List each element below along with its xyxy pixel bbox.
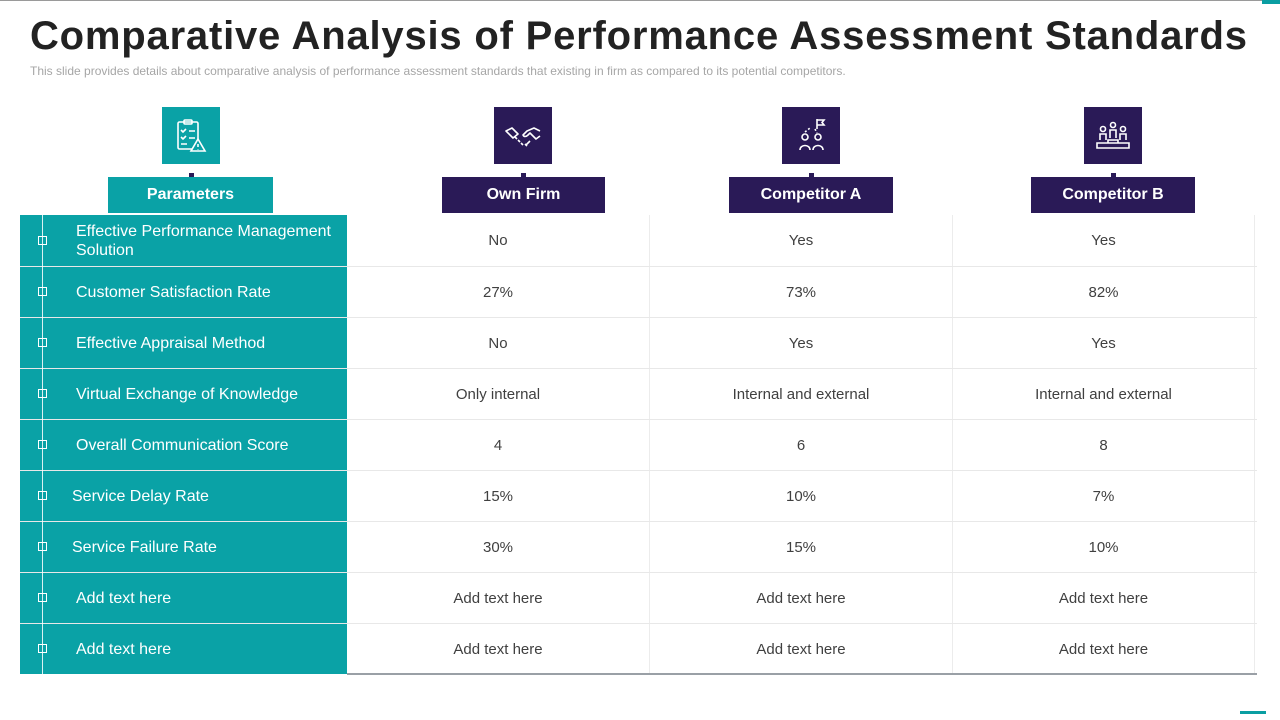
team-flag-icon xyxy=(782,107,840,164)
own-firm-value: Only internal xyxy=(347,369,650,419)
parameter-label: Effective Appraisal Method xyxy=(76,334,266,352)
connector-dot xyxy=(521,173,526,178)
parameter-cell: Add text here xyxy=(20,624,347,674)
competitor-b-value: Add text here xyxy=(953,624,1255,674)
column-header-competitor-a: Competitor A xyxy=(729,177,893,213)
top-rule xyxy=(0,0,1262,5)
own-firm-value: 15% xyxy=(347,471,650,521)
parameter-label: Virtual Exchange of Knowledge xyxy=(76,385,299,403)
slide-title: Comparative Analysis of Performance Asse… xyxy=(30,14,1248,58)
competitor-b-value: 10% xyxy=(953,522,1255,572)
table-row: Effective Performance Management Solutio… xyxy=(20,215,1257,266)
timeline-line xyxy=(42,215,43,674)
podium-people-icon xyxy=(1084,107,1142,164)
table-row: Virtual Exchange of Knowledge Only inter… xyxy=(20,368,1257,419)
competitor-b-value: 7% xyxy=(953,471,1255,521)
competitor-a-value: 15% xyxy=(650,522,953,572)
parameter-label: Service Failure Rate xyxy=(72,538,217,556)
competitor-a-value: 10% xyxy=(650,471,953,521)
table-row: Service Delay Rate 15% 10% 7% xyxy=(20,470,1257,521)
competitor-a-value: Internal and external xyxy=(650,369,953,419)
slide-subtitle: This slide provides details about compar… xyxy=(30,64,846,78)
competitor-b-value: 8 xyxy=(953,420,1255,470)
own-firm-value: No xyxy=(347,215,650,266)
parameter-cell: Service Delay Rate xyxy=(20,471,347,521)
parameter-cell: Effective Appraisal Method xyxy=(20,318,347,368)
own-firm-value: 30% xyxy=(347,522,650,572)
competitor-a-value: Yes xyxy=(650,215,953,266)
table-row: Customer Satisfaction Rate 27% 73% 82% xyxy=(20,266,1257,317)
connector-dot xyxy=(1111,173,1116,178)
competitor-a-value: Add text here xyxy=(650,573,953,623)
own-firm-value: Add text here xyxy=(347,624,650,674)
parameter-label: Service Delay Rate xyxy=(72,487,209,505)
parameter-label: Add text here xyxy=(76,640,172,658)
column-header-own-firm: Own Firm xyxy=(442,177,605,213)
own-firm-value: No xyxy=(347,318,650,368)
competitor-b-value: Yes xyxy=(953,318,1255,368)
table-bottom-border xyxy=(347,673,1257,675)
top-accent-bar xyxy=(1262,0,1280,4)
parameter-cell: Overall Communication Score xyxy=(20,420,347,470)
competitor-a-value: Add text here xyxy=(650,624,953,674)
parameter-cell: Customer Satisfaction Rate xyxy=(20,267,347,317)
parameter-cell: Virtual Exchange of Knowledge xyxy=(20,369,347,419)
competitor-a-value: 73% xyxy=(650,267,953,317)
competitor-b-value: Internal and external xyxy=(953,369,1255,419)
parameter-cell: Service Failure Rate xyxy=(20,522,347,572)
parameter-label: Effective Performance Management Solutio… xyxy=(76,222,331,259)
table-row: Effective Appraisal Method No Yes Yes xyxy=(20,317,1257,368)
table-row: Add text here Add text here Add text her… xyxy=(20,623,1257,674)
checklist-warning-icon xyxy=(162,107,220,164)
parameter-cell: Add text here xyxy=(20,573,347,623)
connector-dot xyxy=(809,173,814,178)
table-row: Add text here Add text here Add text her… xyxy=(20,572,1257,623)
parameter-label: Customer Satisfaction Rate xyxy=(76,283,271,301)
own-firm-value: Add text here xyxy=(347,573,650,623)
competitor-b-value: Yes xyxy=(953,215,1255,266)
competitor-b-value: 82% xyxy=(953,267,1255,317)
handshake-icon xyxy=(494,107,552,164)
competitor-b-value: Add text here xyxy=(953,573,1255,623)
table-row: Service Failure Rate 30% 15% 10% xyxy=(20,521,1257,572)
parameters-column xyxy=(20,215,347,674)
column-header-parameters: Parameters xyxy=(108,177,273,213)
bottom-accent-bar xyxy=(1240,711,1266,714)
parameter-label: Overall Communication Score xyxy=(76,436,289,454)
parameter-label: Add text here xyxy=(76,589,172,607)
connector-dot xyxy=(189,173,194,178)
competitor-a-value: Yes xyxy=(650,318,953,368)
parameter-cell: Effective Performance Management Solutio… xyxy=(20,215,347,266)
column-header-competitor-b: Competitor B xyxy=(1031,177,1195,213)
competitor-a-value: 6 xyxy=(650,420,953,470)
own-firm-value: 4 xyxy=(347,420,650,470)
table-row: Overall Communication Score 4 6 8 xyxy=(20,419,1257,470)
own-firm-value: 27% xyxy=(347,267,650,317)
